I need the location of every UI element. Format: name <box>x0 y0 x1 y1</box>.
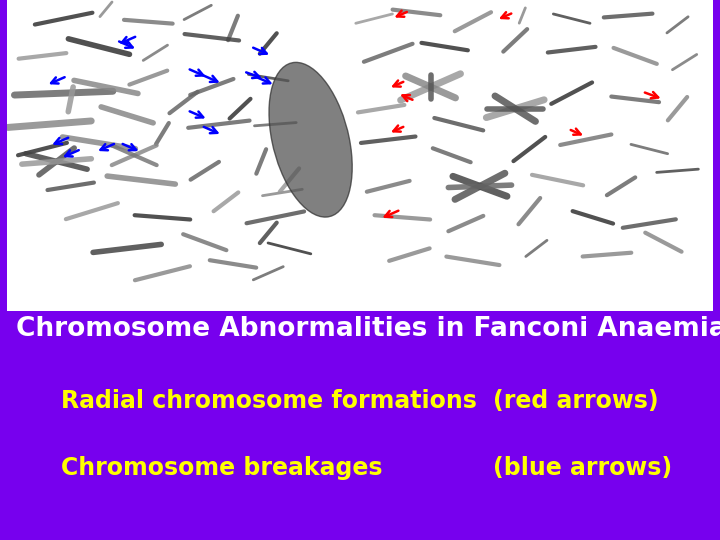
Ellipse shape <box>269 63 352 217</box>
Bar <box>7 0 713 310</box>
Text: Radial chromosome formations: Radial chromosome formations <box>61 389 477 413</box>
Text: Chromosome Abnormalities in Fanconi Anaemia: Chromosome Abnormalities in Fanconi Anae… <box>16 316 720 342</box>
Text: Chromosome breakages: Chromosome breakages <box>61 456 383 480</box>
Text: (blue arrows): (blue arrows) <box>493 456 672 480</box>
Text: (red arrows): (red arrows) <box>493 389 659 413</box>
